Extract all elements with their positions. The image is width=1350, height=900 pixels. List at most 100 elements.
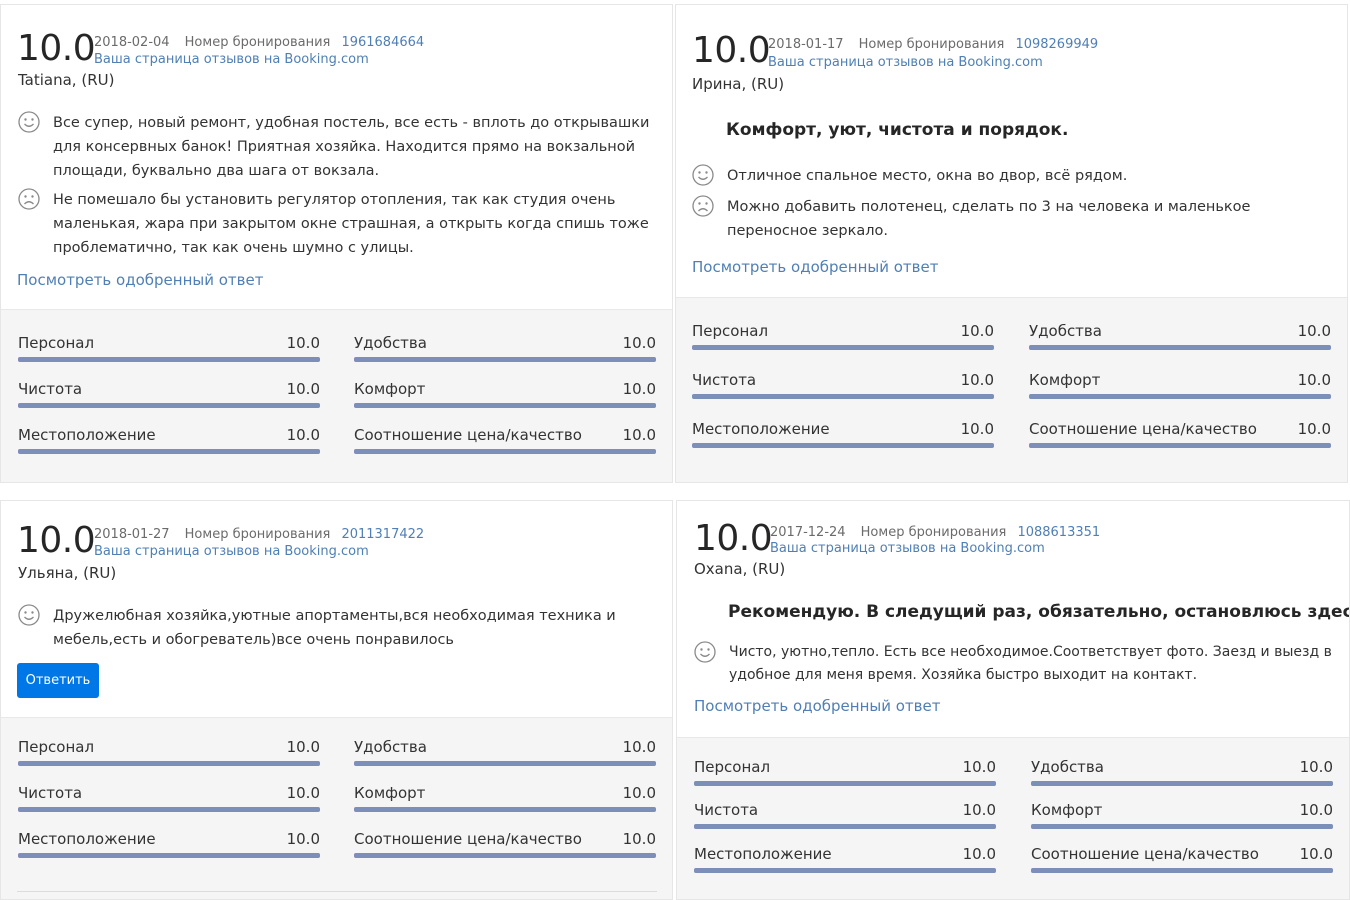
- review-page-link[interactable]: Ваша страница отзывов на Booking.com: [94, 52, 369, 67]
- score-bar-fill: [692, 394, 994, 399]
- review-meta: 2018-01-27 Номер бронирования 2011317422: [94, 523, 434, 542]
- score-value: 10.0: [286, 784, 320, 802]
- view-approved-reply-link[interactable]: Посмотреть одобренный ответ: [17, 271, 264, 289]
- score-label: Чистота: [694, 801, 759, 819]
- score-bar: [18, 761, 320, 766]
- review-meta: 2018-02-04 Номер бронирования 1961684664: [94, 31, 434, 50]
- score-bar: [354, 853, 656, 858]
- score-bar-fill: [692, 443, 994, 448]
- score-bar: [354, 403, 656, 408]
- score-bar: [354, 807, 656, 812]
- score-label: Удобства: [354, 334, 427, 352]
- review-page-link[interactable]: Ваша страница отзывов на Booking.com: [770, 541, 1045, 556]
- score-bar-fill: [18, 807, 320, 812]
- score-bar-fill: [694, 868, 996, 873]
- score-bar: [1029, 345, 1331, 350]
- booking-number[interactable]: 1961684664: [341, 35, 425, 50]
- smile-icon: [692, 164, 714, 186]
- score-value: 10.0: [622, 334, 656, 352]
- score-bar-fill: [18, 357, 320, 362]
- score-bar: [694, 781, 996, 786]
- booking-number-label: Номер бронирования: [858, 37, 1005, 52]
- score-bar: [1031, 781, 1333, 786]
- score-bar-fill: [1031, 868, 1333, 873]
- score-facilities: Удобства 10.0: [1029, 322, 1331, 354]
- score-value-for-money: Соотношение цена/качество 10.0: [1031, 845, 1333, 877]
- reply-button[interactable]: Ответить: [17, 663, 99, 698]
- score-value: 10.0: [286, 380, 320, 398]
- review-score: 10.0: [694, 518, 773, 559]
- score-bar-fill: [1029, 345, 1331, 350]
- score-value: 10.0: [286, 426, 320, 444]
- score-bar-fill: [354, 807, 656, 812]
- booking-number[interactable]: 1098269949: [1015, 37, 1099, 52]
- score-value: 10.0: [962, 801, 996, 819]
- positive-text: Дружелюбная хозяйка,уютные апортаменты,в…: [53, 608, 616, 648]
- score-bar-fill: [694, 781, 996, 786]
- review-page-link[interactable]: Ваша страница отзывов на Booking.com: [94, 544, 369, 559]
- score-cleanliness: Чистота 10.0: [18, 784, 320, 816]
- score-bar-fill: [1029, 394, 1331, 399]
- score-bar: [692, 394, 994, 399]
- view-approved-reply-link[interactable]: Посмотреть одобренный ответ: [692, 258, 939, 276]
- score-value-for-money: Соотношение цена/качество 10.0: [1029, 420, 1331, 452]
- review-author: Tatiana, (RU): [18, 71, 115, 89]
- score-bar: [1031, 824, 1333, 829]
- score-label: Удобства: [354, 738, 427, 756]
- score-value: 10.0: [286, 334, 320, 352]
- review-author: Ирина, (RU): [692, 75, 785, 93]
- score-bar-fill: [18, 761, 320, 766]
- score-bar: [694, 824, 996, 829]
- review-score: 10.0: [17, 520, 96, 561]
- smile-icon: [18, 111, 40, 133]
- booking-number-label: Номер бронирования: [184, 35, 331, 50]
- score-comfort: Комфорт 10.0: [354, 380, 656, 412]
- score-staff: Персонал 10.0: [692, 322, 994, 354]
- score-label: Персонал: [694, 758, 771, 776]
- score-bar: [18, 807, 320, 812]
- review-card: 10.0 2018-02-04 Номер бронирования 19616…: [0, 4, 673, 483]
- review-card: 10.0 2018-01-27 Номер бронирования 20113…: [0, 500, 673, 900]
- booking-number[interactable]: 2011317422: [341, 527, 425, 542]
- review-page-link[interactable]: Ваша страница отзывов на Booking.com: [768, 55, 1043, 70]
- score-label: Персонал: [692, 322, 769, 340]
- review-headline: Комфорт, уют, чистота и порядок.: [726, 120, 1069, 140]
- positive-text: Отличное спальное место, окна во двор, в…: [727, 168, 1128, 184]
- score-bar: [694, 868, 996, 873]
- negative-text: Не помешало бы установить регулятор отоп…: [53, 192, 649, 256]
- score-bar: [692, 443, 994, 448]
- frown-icon: [18, 188, 40, 210]
- score-bar: [692, 345, 994, 350]
- score-label: Чистота: [18, 784, 83, 802]
- score-value: 10.0: [622, 830, 656, 848]
- score-location: Местоположение 10.0: [694, 845, 996, 877]
- category-scores: Персонал 10.0 Удобства 10.0 Чистота 10.0…: [677, 737, 1349, 899]
- score-bar: [1031, 868, 1333, 873]
- score-value: 10.0: [962, 758, 996, 776]
- score-label: Местоположение: [692, 420, 830, 438]
- score-label: Удобства: [1031, 758, 1104, 776]
- score-bar-fill: [18, 449, 320, 454]
- score-bar-fill: [354, 357, 656, 362]
- score-location: Местоположение 10.0: [692, 420, 994, 452]
- score-value: 10.0: [1299, 801, 1333, 819]
- review-score: 10.0: [17, 28, 96, 69]
- score-bar-fill: [1031, 824, 1333, 829]
- score-label: Местоположение: [18, 426, 156, 444]
- score-bar: [1029, 443, 1331, 448]
- score-bar-fill: [1029, 443, 1331, 448]
- category-scores: Персонал 10.0 Удобства 10.0 Чистота 10.0…: [1, 309, 672, 482]
- score-bar-fill: [18, 403, 320, 408]
- negative-review: Можно добавить полотенец, сделать по 3 н…: [692, 195, 1332, 243]
- score-label: Персонал: [18, 334, 95, 352]
- score-value: 10.0: [1299, 845, 1333, 863]
- positive-text: Чисто, уютно,тепло. Есть все необходимое…: [729, 644, 1332, 683]
- score-location: Местоположение 10.0: [18, 830, 320, 862]
- score-facilities: Удобства 10.0: [354, 334, 656, 366]
- review-score: 10.0: [692, 30, 771, 71]
- score-value-for-money: Соотношение цена/качество 10.0: [354, 426, 656, 458]
- review-card: 10.0 2018-01-17 Номер бронирования 10982…: [675, 4, 1348, 483]
- view-approved-reply-link[interactable]: Посмотреть одобренный ответ: [694, 697, 941, 715]
- booking-number[interactable]: 1088613351: [1017, 525, 1101, 540]
- score-bar-fill: [694, 824, 996, 829]
